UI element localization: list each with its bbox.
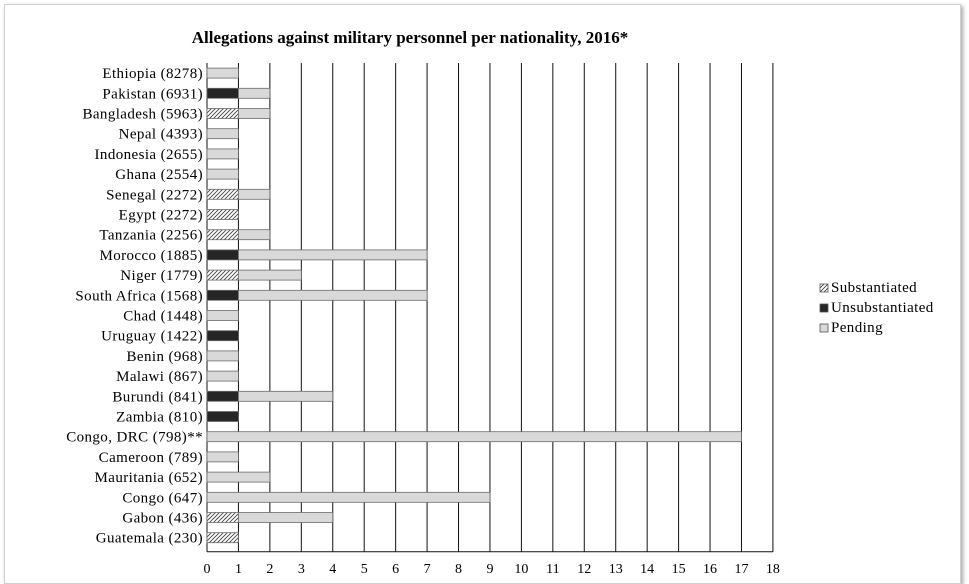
bar-pending-5: [206, 168, 239, 180]
category-label: Burundi (841): [112, 389, 203, 405]
bar-pending-16: [238, 390, 334, 402]
bar-pending-2: [238, 108, 271, 119]
category-label: Pakistan (6931): [102, 86, 203, 102]
bar-substantiated-8: [206, 229, 239, 241]
bar-pending-1: [238, 87, 271, 99]
x-tick-label: 5: [361, 562, 368, 577]
x-tick-label: 13: [609, 562, 623, 577]
category-labels: Ethiopia (8278) Pakistan (6931) Bangladesh…: [66, 66, 204, 547]
category-label: Tanzania (2256): [99, 228, 203, 244]
x-tick-label: 0: [204, 562, 211, 577]
x-tick-label: 11: [546, 562, 559, 577]
x-tick-label: 18: [766, 562, 780, 577]
bar-pending-3: [206, 128, 239, 140]
bar-pending-12: [206, 310, 239, 321]
x-tick-label: 17: [734, 562, 748, 577]
bar-pending-15: [206, 370, 239, 382]
x-tick-label: 3: [298, 562, 305, 577]
bar-pending-20: [206, 471, 271, 483]
x-tick-label: 6: [392, 562, 399, 577]
legend-label-substantiated: Substantiated: [831, 280, 917, 296]
bar-unsubstantiated-1: [206, 87, 239, 99]
legend: Substantiated Unsubstantiated Pending: [819, 280, 934, 336]
chart-frame: [4, 4, 961, 584]
category-label: Ghana (2554): [115, 167, 203, 183]
bar-pending-8: [238, 229, 271, 241]
category-label: Uruguay (1422): [101, 329, 203, 345]
category-label: Gabon (436): [122, 511, 203, 527]
legend-swatch-pending: [819, 323, 829, 333]
bar-pending-9: [238, 249, 428, 261]
category-label: Chad (1448): [123, 309, 203, 325]
category-label: Nepal (4393): [119, 127, 203, 143]
bar-unsubstantiated-9: [206, 249, 239, 261]
category-label: Senegal (2272): [106, 187, 203, 203]
bar-substantiated-22: [206, 512, 239, 523]
x-tick-label: 9: [486, 562, 493, 577]
bar-unsubstantiated-17: [206, 411, 239, 422]
category-label: Zambia (810): [116, 410, 203, 426]
x-tick-labels: 0 1 2 3 4 5 6 7 8 9 10 11 12 13 14 15 16 17 18: [204, 562, 780, 577]
category-label: Egypt (2272): [119, 208, 203, 224]
bar-substantiated-10: [206, 269, 239, 281]
bar-pending-0: [206, 67, 239, 79]
bar-unsubstantiated-11: [206, 289, 239, 301]
bar-pending-11: [238, 289, 428, 301]
x-tick-label: 12: [577, 562, 591, 577]
bar-substantiated-23: [206, 532, 239, 544]
category-label: Morocco (1885): [100, 248, 204, 264]
x-tick-label: 15: [672, 562, 686, 577]
category-label: Congo (647): [122, 490, 203, 506]
legend-label-pending: Pending: [831, 320, 883, 336]
legend-swatch-substantiated: [819, 283, 829, 293]
bar-pending-4: [206, 148, 239, 160]
chart-title: Allegations against military personnel p…: [192, 28, 629, 47]
x-tick-label: 2: [266, 562, 273, 577]
x-tick-label: 16: [703, 562, 717, 577]
bar-unsubstantiated-13: [206, 330, 239, 342]
legend-label-unsubstantiated: Unsubstantiated: [831, 300, 934, 316]
category-label: Bangladesh (5963): [82, 107, 203, 123]
bars: [206, 67, 742, 544]
category-label: Congo, DRC (798)**: [66, 430, 203, 446]
bar-pending-18: [206, 431, 742, 443]
x-tick-label: 4: [329, 562, 336, 577]
bar-unsubstantiated-16: [206, 390, 239, 402]
bar-substantiated-7: [206, 209, 239, 220]
category-label: Cameroon (789): [99, 450, 203, 466]
bar-pending-6: [238, 188, 271, 200]
bar-pending-19: [206, 451, 239, 463]
category-label: Malawi (867): [116, 369, 203, 385]
x-tick-label: 7: [424, 562, 431, 577]
bar-pending-10: [238, 269, 302, 281]
category-label: Guatemala (230): [96, 531, 203, 547]
legend-swatch-unsubstantiated: [819, 303, 829, 313]
category-label: Niger (1779): [120, 268, 203, 284]
category-label: Benin (968): [127, 349, 203, 365]
x-tick-label: 10: [514, 562, 528, 577]
bar-substantiated-6: [206, 188, 239, 200]
x-tick-label: 14: [640, 562, 654, 577]
category-label: Indonesia (2655): [95, 147, 203, 163]
x-tick-label: 1: [235, 562, 242, 577]
bar-pending-21: [206, 491, 491, 503]
bar-substantiated-2: [206, 108, 239, 119]
gridlines: [206, 63, 774, 553]
category-label: Ethiopia (8278): [102, 66, 203, 82]
x-tick-label: 8: [455, 562, 462, 577]
category-label: Mauritania (652): [95, 470, 203, 486]
bar-pending-14: [206, 350, 239, 362]
bar-pending-22: [238, 512, 334, 523]
category-label: South Africa (1568): [75, 288, 203, 304]
